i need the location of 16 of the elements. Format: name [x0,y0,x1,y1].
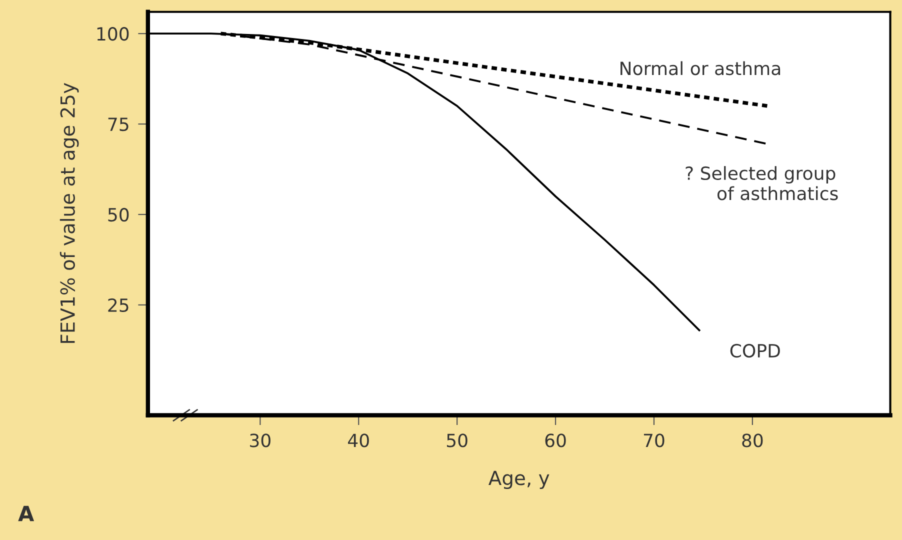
text: A [18,506,34,522]
annotation: Normal or asthma [620,61,780,76]
y-tick-label: 100 [97,27,129,41]
y-tick-label: 75 [108,118,128,132]
y-axis-title: FEV1% of value at age 25y [60,82,79,343]
x-tick-label: 60 [545,434,566,448]
x-tick-label: 30 [250,434,270,448]
y-tick-label: 25 [108,298,128,312]
x-tick-label: 40 [348,434,369,448]
annotation: COPD [730,344,780,358]
x-tick-label: 70 [644,434,664,448]
x-tick-label: 50 [446,434,468,448]
x-tick-label: 80 [742,434,763,448]
y-tick-label: 50 [108,208,129,222]
x-axis-title: Age, y [488,470,550,490]
annotation: ? Selected group of asthmatics [686,166,838,200]
